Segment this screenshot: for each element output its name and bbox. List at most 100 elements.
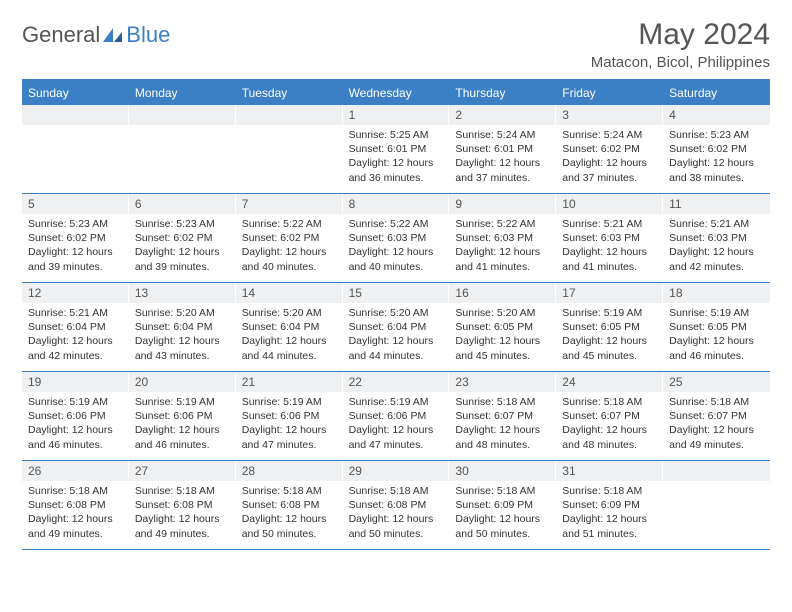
day-header-cell: Thursday bbox=[449, 81, 556, 105]
day-details: Sunrise: 5:18 AMSunset: 6:08 PMDaylight:… bbox=[343, 481, 450, 547]
header: General Blue May 2024 Matacon, Bicol, Ph… bbox=[22, 18, 770, 71]
week-row: 19Sunrise: 5:19 AMSunset: 6:06 PMDayligh… bbox=[22, 372, 770, 461]
day-cell: 6Sunrise: 5:23 AMSunset: 6:02 PMDaylight… bbox=[129, 194, 236, 282]
day-number: 19 bbox=[22, 372, 129, 392]
day-cell bbox=[129, 105, 236, 193]
day-details: Sunrise: 5:22 AMSunset: 6:03 PMDaylight:… bbox=[343, 214, 450, 280]
day-cell: 30Sunrise: 5:18 AMSunset: 6:09 PMDayligh… bbox=[449, 461, 556, 549]
logo-text-general: General bbox=[22, 22, 100, 48]
day-details: Sunrise: 5:24 AMSunset: 6:01 PMDaylight:… bbox=[449, 125, 556, 191]
day-number: 10 bbox=[556, 194, 663, 214]
week-row: 1Sunrise: 5:25 AMSunset: 6:01 PMDaylight… bbox=[22, 105, 770, 194]
day-cell: 25Sunrise: 5:18 AMSunset: 6:07 PMDayligh… bbox=[663, 372, 770, 460]
day-cell bbox=[236, 105, 343, 193]
day-cell: 22Sunrise: 5:19 AMSunset: 6:06 PMDayligh… bbox=[343, 372, 450, 460]
calendar: SundayMondayTuesdayWednesdayThursdayFrid… bbox=[22, 79, 770, 550]
logo-mark-icon bbox=[102, 26, 124, 44]
day-cell: 20Sunrise: 5:19 AMSunset: 6:06 PMDayligh… bbox=[129, 372, 236, 460]
day-header-cell: Friday bbox=[556, 81, 663, 105]
day-cell: 7Sunrise: 5:22 AMSunset: 6:02 PMDaylight… bbox=[236, 194, 343, 282]
day-details: Sunrise: 5:21 AMSunset: 6:04 PMDaylight:… bbox=[22, 303, 129, 369]
day-details: Sunrise: 5:20 AMSunset: 6:04 PMDaylight:… bbox=[343, 303, 450, 369]
week-row: 26Sunrise: 5:18 AMSunset: 6:08 PMDayligh… bbox=[22, 461, 770, 550]
day-cell: 5Sunrise: 5:23 AMSunset: 6:02 PMDaylight… bbox=[22, 194, 129, 282]
day-number: 9 bbox=[449, 194, 556, 214]
day-cell: 31Sunrise: 5:18 AMSunset: 6:09 PMDayligh… bbox=[556, 461, 663, 549]
day-number: 24 bbox=[556, 372, 663, 392]
day-number: 1 bbox=[343, 105, 450, 125]
logo: General Blue bbox=[22, 18, 170, 48]
title-block: May 2024 Matacon, Bicol, Philippines bbox=[591, 18, 770, 71]
day-number: 30 bbox=[449, 461, 556, 481]
day-header-cell: Wednesday bbox=[343, 81, 450, 105]
day-cell: 16Sunrise: 5:20 AMSunset: 6:05 PMDayligh… bbox=[449, 283, 556, 371]
day-number bbox=[663, 461, 770, 481]
day-cell: 1Sunrise: 5:25 AMSunset: 6:01 PMDaylight… bbox=[343, 105, 450, 193]
day-number: 6 bbox=[129, 194, 236, 214]
day-cell: 14Sunrise: 5:20 AMSunset: 6:04 PMDayligh… bbox=[236, 283, 343, 371]
day-cell: 28Sunrise: 5:18 AMSunset: 6:08 PMDayligh… bbox=[236, 461, 343, 549]
day-cell: 2Sunrise: 5:24 AMSunset: 6:01 PMDaylight… bbox=[449, 105, 556, 193]
day-cell: 10Sunrise: 5:21 AMSunset: 6:03 PMDayligh… bbox=[556, 194, 663, 282]
day-cell: 11Sunrise: 5:21 AMSunset: 6:03 PMDayligh… bbox=[663, 194, 770, 282]
day-cell: 12Sunrise: 5:21 AMSunset: 6:04 PMDayligh… bbox=[22, 283, 129, 371]
day-details: Sunrise: 5:18 AMSunset: 6:08 PMDaylight:… bbox=[236, 481, 343, 547]
day-details: Sunrise: 5:22 AMSunset: 6:03 PMDaylight:… bbox=[449, 214, 556, 280]
day-details: Sunrise: 5:23 AMSunset: 6:02 PMDaylight:… bbox=[22, 214, 129, 280]
day-details: Sunrise: 5:20 AMSunset: 6:04 PMDaylight:… bbox=[129, 303, 236, 369]
day-details: Sunrise: 5:19 AMSunset: 6:06 PMDaylight:… bbox=[129, 392, 236, 458]
day-number: 17 bbox=[556, 283, 663, 303]
day-number: 12 bbox=[22, 283, 129, 303]
day-cell: 8Sunrise: 5:22 AMSunset: 6:03 PMDaylight… bbox=[343, 194, 450, 282]
day-number: 16 bbox=[449, 283, 556, 303]
day-number: 31 bbox=[556, 461, 663, 481]
day-details: Sunrise: 5:24 AMSunset: 6:02 PMDaylight:… bbox=[556, 125, 663, 191]
day-details: Sunrise: 5:19 AMSunset: 6:05 PMDaylight:… bbox=[556, 303, 663, 369]
week-row: 12Sunrise: 5:21 AMSunset: 6:04 PMDayligh… bbox=[22, 283, 770, 372]
day-cell: 29Sunrise: 5:18 AMSunset: 6:08 PMDayligh… bbox=[343, 461, 450, 549]
month-title: May 2024 bbox=[591, 18, 770, 52]
day-cell: 26Sunrise: 5:18 AMSunset: 6:08 PMDayligh… bbox=[22, 461, 129, 549]
day-details: Sunrise: 5:19 AMSunset: 6:05 PMDaylight:… bbox=[663, 303, 770, 369]
day-cell bbox=[663, 461, 770, 549]
day-details: Sunrise: 5:18 AMSunset: 6:09 PMDaylight:… bbox=[449, 481, 556, 547]
day-cell: 27Sunrise: 5:18 AMSunset: 6:08 PMDayligh… bbox=[129, 461, 236, 549]
day-details: Sunrise: 5:19 AMSunset: 6:06 PMDaylight:… bbox=[236, 392, 343, 458]
day-number: 4 bbox=[663, 105, 770, 125]
day-number bbox=[236, 105, 343, 125]
day-header-cell: Tuesday bbox=[236, 81, 343, 105]
day-number bbox=[129, 105, 236, 125]
day-cell: 17Sunrise: 5:19 AMSunset: 6:05 PMDayligh… bbox=[556, 283, 663, 371]
day-details: Sunrise: 5:23 AMSunset: 6:02 PMDaylight:… bbox=[663, 125, 770, 191]
day-details: Sunrise: 5:21 AMSunset: 6:03 PMDaylight:… bbox=[663, 214, 770, 280]
day-details: Sunrise: 5:23 AMSunset: 6:02 PMDaylight:… bbox=[129, 214, 236, 280]
day-number: 27 bbox=[129, 461, 236, 481]
day-header-row: SundayMondayTuesdayWednesdayThursdayFrid… bbox=[22, 81, 770, 105]
day-details: Sunrise: 5:18 AMSunset: 6:07 PMDaylight:… bbox=[556, 392, 663, 458]
day-number: 8 bbox=[343, 194, 450, 214]
day-number: 18 bbox=[663, 283, 770, 303]
day-number: 26 bbox=[22, 461, 129, 481]
day-cell: 3Sunrise: 5:24 AMSunset: 6:02 PMDaylight… bbox=[556, 105, 663, 193]
day-number: 14 bbox=[236, 283, 343, 303]
week-row: 5Sunrise: 5:23 AMSunset: 6:02 PMDaylight… bbox=[22, 194, 770, 283]
day-details: Sunrise: 5:20 AMSunset: 6:04 PMDaylight:… bbox=[236, 303, 343, 369]
day-number: 13 bbox=[129, 283, 236, 303]
day-header-cell: Monday bbox=[129, 81, 236, 105]
day-details: Sunrise: 5:18 AMSunset: 6:08 PMDaylight:… bbox=[22, 481, 129, 547]
day-number: 22 bbox=[343, 372, 450, 392]
day-number: 21 bbox=[236, 372, 343, 392]
day-details: Sunrise: 5:18 AMSunset: 6:08 PMDaylight:… bbox=[129, 481, 236, 547]
day-cell: 21Sunrise: 5:19 AMSunset: 6:06 PMDayligh… bbox=[236, 372, 343, 460]
day-details: Sunrise: 5:20 AMSunset: 6:05 PMDaylight:… bbox=[449, 303, 556, 369]
day-cell bbox=[22, 105, 129, 193]
day-number: 5 bbox=[22, 194, 129, 214]
day-number: 25 bbox=[663, 372, 770, 392]
day-details: Sunrise: 5:19 AMSunset: 6:06 PMDaylight:… bbox=[343, 392, 450, 458]
day-cell: 9Sunrise: 5:22 AMSunset: 6:03 PMDaylight… bbox=[449, 194, 556, 282]
day-details: Sunrise: 5:22 AMSunset: 6:02 PMDaylight:… bbox=[236, 214, 343, 280]
day-cell: 19Sunrise: 5:19 AMSunset: 6:06 PMDayligh… bbox=[22, 372, 129, 460]
day-cell: 4Sunrise: 5:23 AMSunset: 6:02 PMDaylight… bbox=[663, 105, 770, 193]
day-cell: 23Sunrise: 5:18 AMSunset: 6:07 PMDayligh… bbox=[449, 372, 556, 460]
day-number: 7 bbox=[236, 194, 343, 214]
